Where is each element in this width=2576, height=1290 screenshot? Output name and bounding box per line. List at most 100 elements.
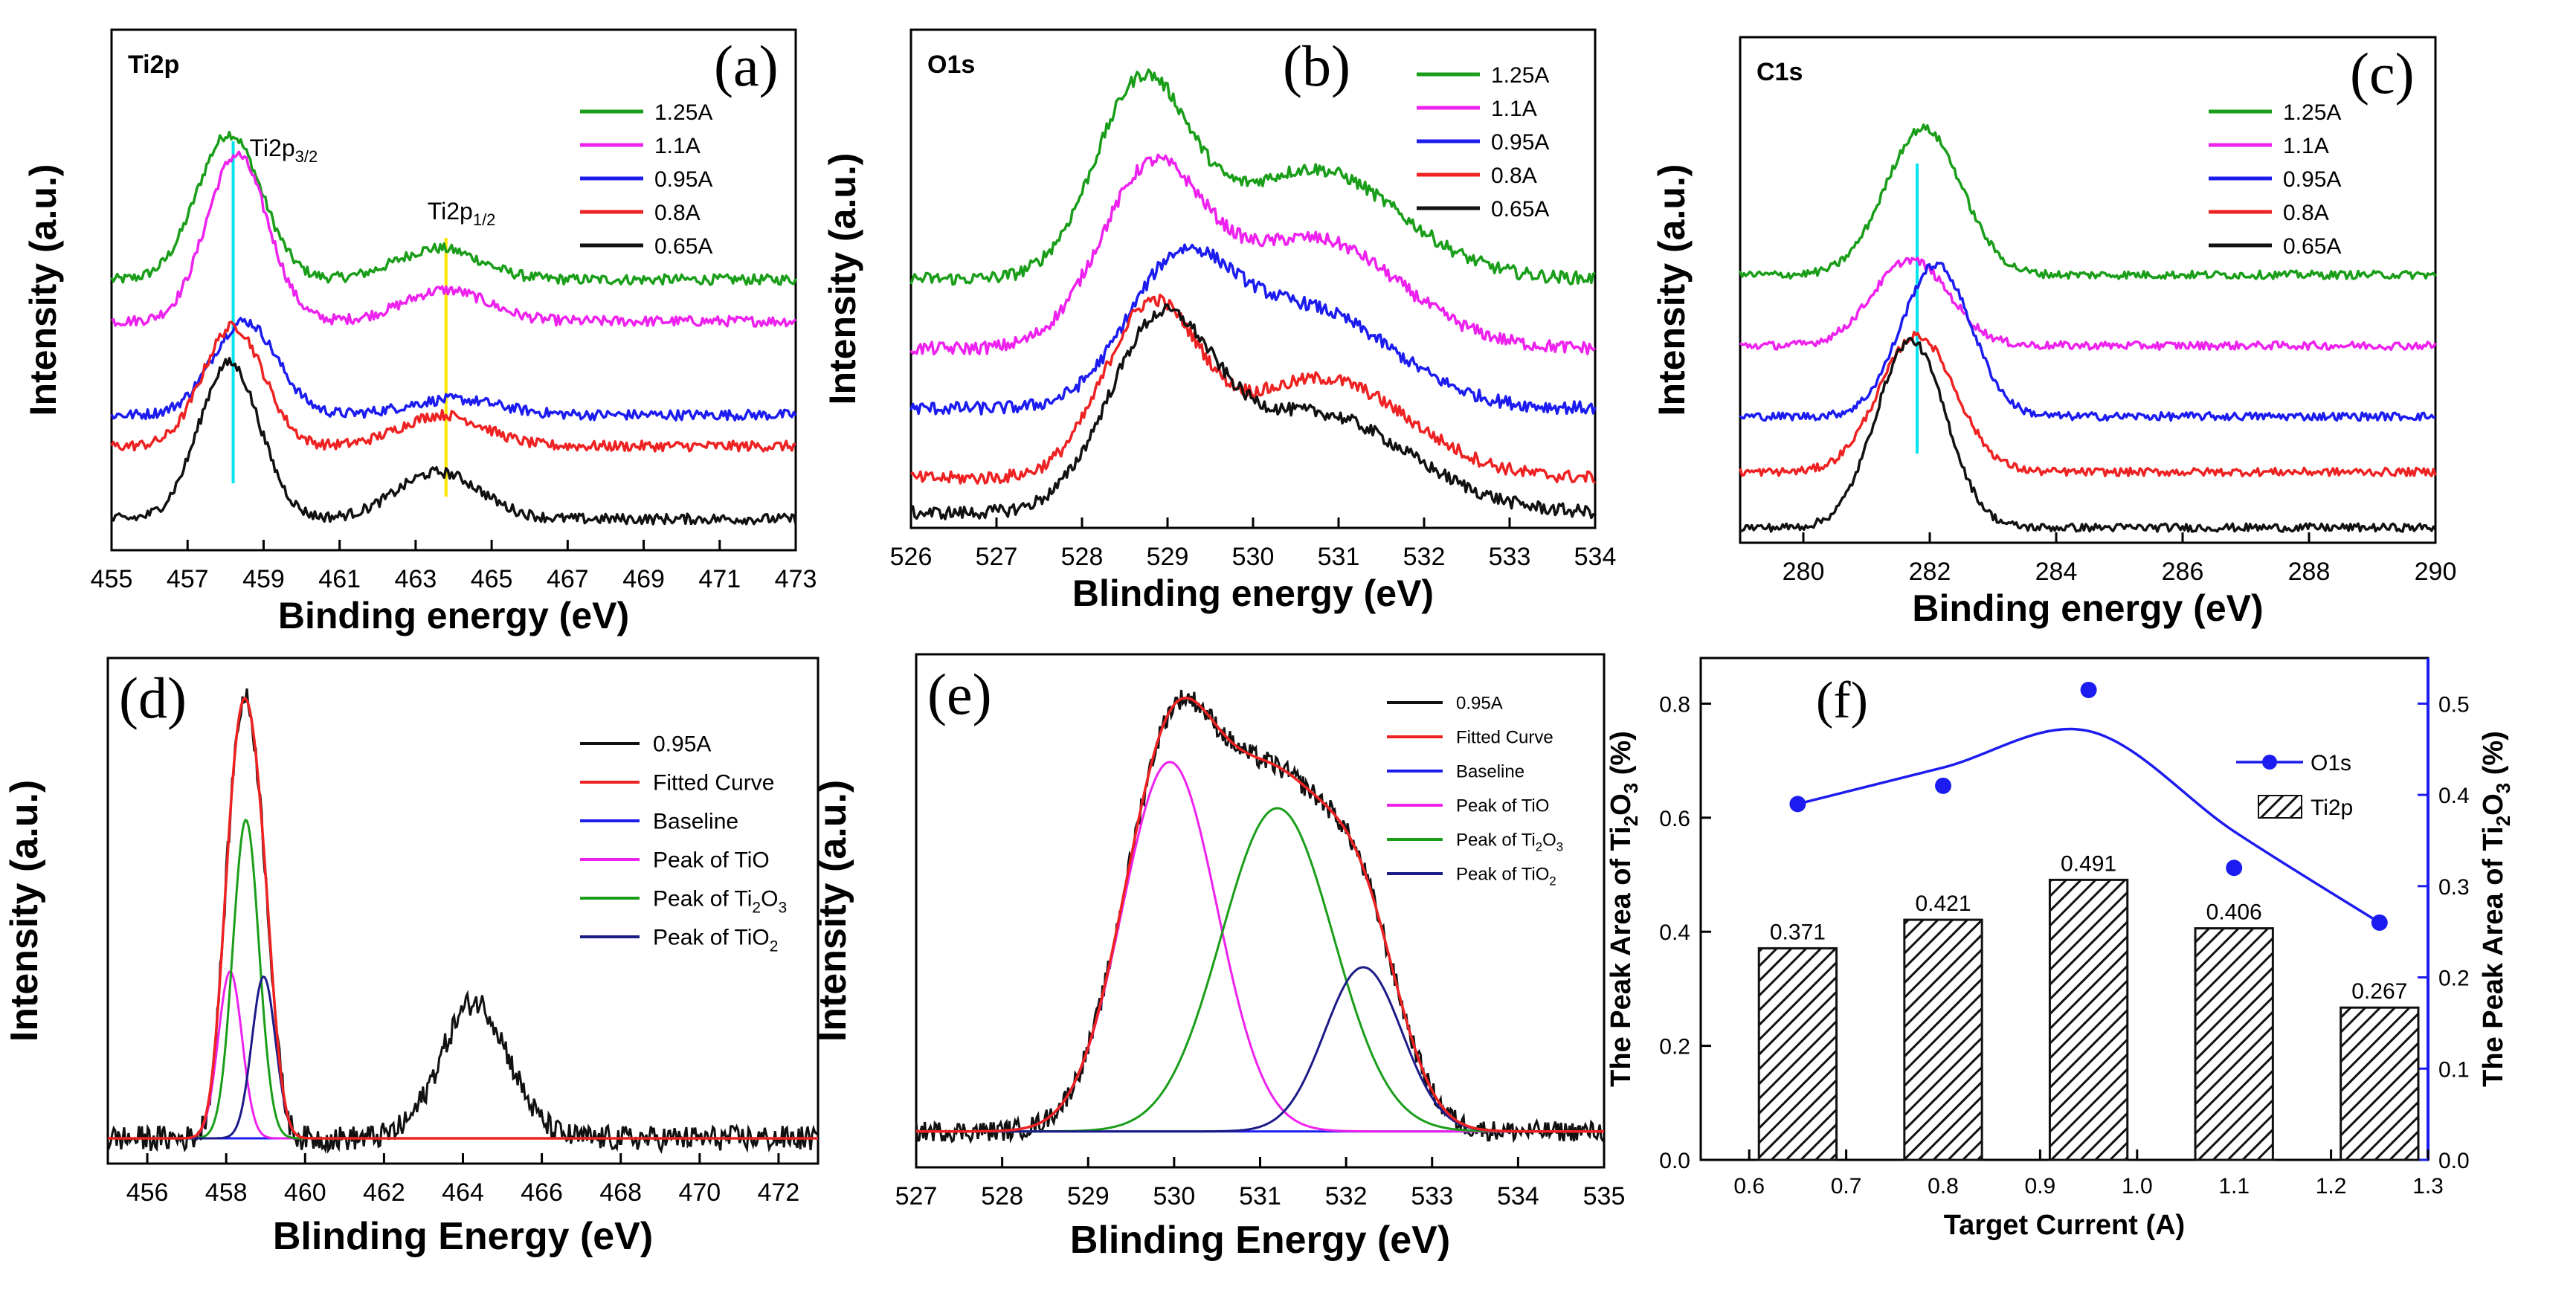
y-tick-label-right: 0.3	[2438, 875, 2470, 900]
o1s-point	[1935, 777, 1951, 794]
x-tick-label: 456	[126, 1178, 169, 1207]
panel-a: 455 457 459 461 463 465 467 469 471 473 Binding en…	[22, 28, 817, 636]
spectrum-curve-0.65A	[1739, 336, 2437, 533]
y-tick-label-right: 0.1	[2438, 1057, 2470, 1082]
panel-letter: (b)	[1283, 33, 1350, 98]
x-tick-label: 468	[599, 1178, 642, 1207]
x-tick-label: 280	[1783, 558, 1825, 586]
legend-label: O1s	[2311, 751, 2351, 775]
legend-marker	[2262, 755, 2277, 770]
x-tick-label: 0.7	[1831, 1174, 1862, 1199]
legend-label: 0.95A	[654, 167, 712, 192]
x-tick-label: 528	[981, 1182, 1023, 1210]
x-tick-label: 1.1	[2218, 1174, 2250, 1199]
x-tick-label: 461	[318, 565, 361, 593]
x-tick-label: 527	[976, 543, 1018, 571]
component-curve	[916, 807, 1604, 1133]
spectrum-curve-0.95A	[1739, 261, 2436, 422]
y-axis-label: Intensity (a.u.)	[1651, 164, 1693, 416]
spectrum-curve-1.25A	[909, 68, 1596, 286]
legend-label: 0.95A	[2283, 167, 2341, 192]
legend-label: 0.8A	[654, 201, 701, 225]
o1s-point	[2226, 860, 2243, 877]
x-tick-label: 455	[91, 565, 133, 593]
spectrum-curve-0.65A	[110, 356, 797, 526]
x-tick-label: 458	[205, 1178, 248, 1207]
x-tick-label: 288	[2288, 558, 2331, 586]
o1s-point	[1789, 796, 1806, 813]
panel-f: 0.6 0.7 0.8 0.9 1.0 1.1 1.2 1.30.00.20.40.60.80…	[1606, 657, 2514, 1241]
x-tick-label: 286	[2162, 558, 2204, 586]
x-tick-label: 532	[1403, 543, 1446, 571]
x-tick-label: 531	[1239, 1182, 1281, 1210]
x-tick-label: 533	[1411, 1182, 1453, 1210]
legend-label: 0.8A	[2283, 201, 2329, 225]
legend-label: 1.1A	[1491, 97, 1537, 121]
spectrum-curve-0.95A	[110, 317, 797, 422]
x-tick-label: 528	[1061, 543, 1104, 571]
x-tick-label: 467	[547, 565, 589, 593]
spectrum-curve-1.25A	[1739, 123, 2437, 280]
x-tick-label: 465	[471, 565, 513, 593]
legend-label: Fitted Curve	[1456, 727, 1553, 747]
legend-label: 1.25A	[1491, 63, 1549, 88]
x-tick-label: 0.6	[1733, 1174, 1765, 1199]
x-tick-label: 282	[1909, 558, 1951, 586]
x-tick-label: 469	[622, 565, 665, 593]
x-tick-label: 532	[1325, 1182, 1368, 1210]
spectrum-title: C1s	[1756, 58, 1803, 86]
legend-label: 0.95A	[1491, 130, 1549, 155]
component-curve	[916, 966, 1604, 1133]
legend-label: Baseline	[653, 810, 738, 834]
spectrum-curve-1.1A	[1739, 257, 2437, 351]
legend-label: 0.95A	[653, 732, 711, 757]
legend-label: Peak of TiO2	[653, 926, 778, 955]
legend-label: 1.25A	[654, 100, 712, 125]
x-tick-label: 460	[284, 1178, 326, 1207]
x-tick-label: 464	[442, 1178, 484, 1207]
component-curve	[916, 761, 1604, 1133]
bar-0.371	[1757, 946, 1838, 1161]
y-axis-label-right: The Peak Area of Ti2O3 (%)	[2478, 731, 2514, 1087]
spectrum-curve-0.65A	[909, 303, 1596, 520]
bar-0.421	[1903, 918, 1983, 1161]
x-axis-label: Binding energy (eV)	[1912, 587, 2263, 629]
x-tick-label: 534	[1497, 1182, 1539, 1210]
y-axis-label: Intensity (a.u.)	[22, 164, 64, 416]
x-tick-label: 526	[890, 543, 933, 571]
legend-label: 0.65A	[1491, 197, 1549, 222]
legend-label: Peak of TiO2	[1456, 864, 1556, 888]
o1s-trend-line	[1797, 727, 2380, 924]
x-tick-label: 533	[1489, 543, 1531, 571]
spectrum-curve-1.1A	[111, 150, 797, 328]
x-axis-label: Blinding Energy (eV)	[273, 1215, 653, 1258]
y-axis-label: Intensity (a.u.)	[3, 780, 46, 1042]
bar-value-label: 0.371	[1770, 920, 1826, 944]
x-tick-label: 0.9	[2025, 1174, 2056, 1199]
spectrum-curve-0.95A	[909, 243, 1597, 416]
y-tick-label: 0.4	[1659, 920, 1690, 945]
legend-label: Baseline	[1456, 761, 1524, 781]
x-tick-label: 530	[1153, 1182, 1196, 1210]
bar-value-label: 0.491	[2061, 851, 2116, 876]
y-tick-label: 0.2	[1659, 1035, 1690, 1060]
x-tick-label: 530	[1232, 543, 1275, 571]
x-tick-label: 527	[895, 1182, 938, 1210]
legend-label: Peak of Ti2O3	[1456, 830, 1563, 854]
spectrum-title: O1s	[927, 51, 975, 79]
y-tick-label-right: 0.4	[2438, 784, 2470, 808]
legend-label: Ti2p	[2311, 796, 2353, 820]
panel-c: 280 282 284 286 288 290 Binding energy (eV) Int…	[1651, 36, 2456, 629]
y-axis-label: Intensity (a.u.)	[822, 153, 863, 405]
fitted-curve	[916, 696, 1604, 1133]
spectrum-curve-0.8A	[910, 293, 1597, 485]
legend-label: 0.65A	[2283, 234, 2341, 259]
x-tick-label: 457	[167, 565, 209, 593]
x-tick-label: 466	[521, 1178, 563, 1207]
x-tick-label: 0.8	[1928, 1174, 1959, 1199]
panel-d: 456 458 460 462 464 466 468 470 472 Blinding Ener…	[3, 657, 820, 1258]
y-axis-label-left: The Peak Area of Ti2O3 (%)	[1606, 731, 1642, 1087]
y-axis-label: Intensity (a.u.)	[811, 780, 854, 1042]
x-tick-label: 1.2	[2316, 1174, 2347, 1199]
x-tick-label: 529	[1067, 1182, 1110, 1210]
